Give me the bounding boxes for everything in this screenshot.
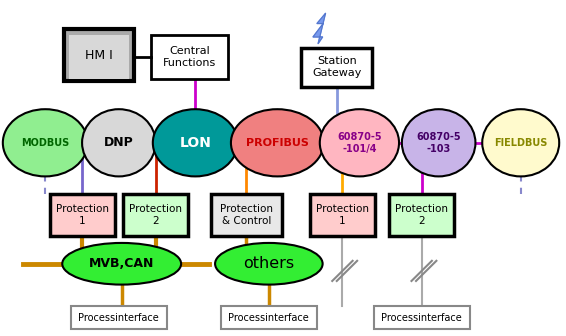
Text: PROFIBUS: PROFIBUS xyxy=(246,138,309,148)
Ellipse shape xyxy=(482,109,559,176)
Text: FIELDBUS: FIELDBUS xyxy=(494,138,547,148)
Ellipse shape xyxy=(320,109,399,176)
Text: HM I: HM I xyxy=(85,49,113,62)
Ellipse shape xyxy=(3,109,88,176)
Ellipse shape xyxy=(402,109,475,176)
Text: Protection
1: Protection 1 xyxy=(55,204,109,226)
Text: Protection
& Control: Protection & Control xyxy=(220,204,273,226)
Text: Protection
2: Protection 2 xyxy=(129,204,182,226)
Text: MVB,CAN: MVB,CAN xyxy=(89,257,155,270)
Ellipse shape xyxy=(153,109,238,176)
Text: Station
Gateway: Station Gateway xyxy=(312,56,362,78)
FancyBboxPatch shape xyxy=(63,30,134,82)
FancyBboxPatch shape xyxy=(389,194,454,236)
Polygon shape xyxy=(313,13,325,44)
FancyBboxPatch shape xyxy=(152,35,228,79)
Text: Processinterface: Processinterface xyxy=(381,312,462,323)
FancyBboxPatch shape xyxy=(301,48,372,86)
Ellipse shape xyxy=(231,109,324,176)
Text: DNP: DNP xyxy=(104,136,134,149)
FancyBboxPatch shape xyxy=(310,194,375,236)
FancyBboxPatch shape xyxy=(123,194,188,236)
Text: Protection
2: Protection 2 xyxy=(395,204,448,226)
Text: 60870-5
-101/4: 60870-5 -101/4 xyxy=(337,132,381,154)
Text: Central
Functions: Central Functions xyxy=(163,46,216,68)
FancyBboxPatch shape xyxy=(71,306,167,329)
Text: Processinterface: Processinterface xyxy=(79,312,159,323)
Ellipse shape xyxy=(82,109,156,176)
Text: Processinterface: Processinterface xyxy=(229,312,309,323)
Text: LON: LON xyxy=(179,136,211,150)
FancyBboxPatch shape xyxy=(221,306,317,329)
FancyBboxPatch shape xyxy=(68,35,129,79)
Text: others: others xyxy=(243,256,294,271)
Text: Protection
1: Protection 1 xyxy=(316,204,369,226)
Ellipse shape xyxy=(215,243,323,285)
Text: 60870-5
-103: 60870-5 -103 xyxy=(417,132,461,154)
FancyBboxPatch shape xyxy=(211,194,281,236)
FancyBboxPatch shape xyxy=(374,306,470,329)
Text: MODBUS: MODBUS xyxy=(21,138,70,148)
Ellipse shape xyxy=(62,243,181,285)
FancyBboxPatch shape xyxy=(50,194,114,236)
